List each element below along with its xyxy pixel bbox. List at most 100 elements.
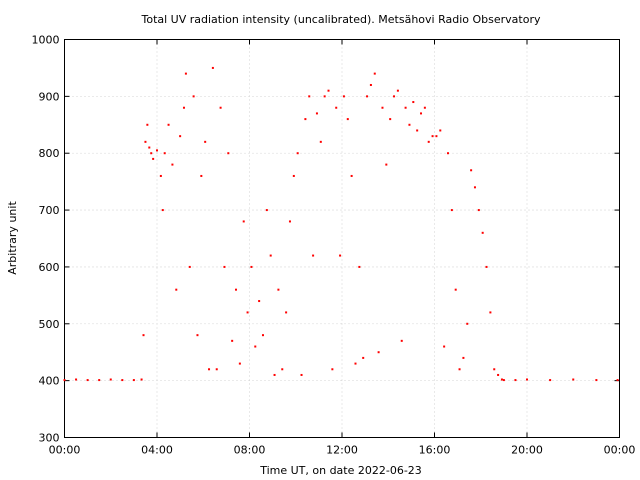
data-point — [227, 152, 230, 155]
data-point — [485, 265, 488, 268]
data-point — [595, 379, 598, 382]
y-axis-label: Arbitrary unit — [6, 201, 19, 275]
data-point — [616, 379, 619, 382]
data-point — [435, 135, 438, 138]
x-tick-labels: 00:00 04:00 08:00 12:00 16:00 20:00 00:00 — [49, 444, 636, 457]
data-point — [481, 231, 484, 234]
data-point — [400, 339, 403, 342]
data-point — [285, 311, 288, 314]
data-point — [315, 112, 318, 115]
x-tick-label: 16:00 — [419, 444, 451, 457]
grid-lines — [64, 39, 620, 438]
data-point — [408, 123, 411, 126]
y-tick-label: 1000 — [32, 34, 60, 47]
data-point — [572, 378, 575, 381]
data-point — [254, 345, 257, 348]
data-point — [423, 106, 426, 109]
data-point — [477, 209, 480, 212]
y-tick-labels: 300 400 500 600 700 800 900 1000 — [32, 34, 60, 445]
x-tick-label: 00:00 — [604, 444, 636, 457]
y-tick-label: 800 — [39, 147, 60, 160]
data-point — [146, 123, 149, 126]
data-point — [75, 378, 78, 381]
data-point — [450, 209, 453, 212]
data-point — [250, 265, 253, 268]
data-point — [182, 106, 185, 109]
data-point — [235, 288, 238, 291]
data-point — [188, 265, 191, 268]
data-point — [327, 89, 330, 92]
data-point — [171, 163, 174, 166]
data-point — [163, 152, 166, 155]
x-tick-label: 12:00 — [326, 444, 358, 457]
data-point — [246, 311, 249, 314]
data-point — [231, 339, 234, 342]
data-point — [335, 106, 338, 109]
data-point — [502, 379, 505, 382]
x-axis-label: Time UT, on date 2022-06-23 — [259, 464, 422, 477]
data-point — [281, 368, 284, 371]
data-point — [443, 345, 446, 348]
data-point — [323, 95, 326, 98]
data-point — [215, 368, 218, 371]
data-point — [454, 288, 457, 291]
data-point — [211, 66, 214, 69]
data-point — [140, 378, 143, 381]
plot-frame — [64, 39, 620, 438]
data-point — [161, 209, 164, 212]
y-tick-label: 400 — [39, 375, 60, 388]
data-point — [288, 220, 291, 223]
data-point — [373, 72, 376, 75]
chart-title: Total UV radiation intensity (uncalibrat… — [141, 13, 541, 26]
data-point — [304, 118, 307, 121]
data-point — [152, 157, 155, 160]
data-point — [342, 95, 345, 98]
data-point — [431, 135, 434, 138]
data-point — [412, 101, 415, 104]
axis-ticks — [64, 39, 620, 438]
data-point — [473, 186, 476, 189]
x-tick-label: 08:00 — [234, 444, 266, 457]
data-point — [175, 288, 178, 291]
y-tick-label: 600 — [39, 261, 60, 274]
y-tick-label: 700 — [39, 204, 60, 217]
data-point — [132, 379, 135, 382]
data-point — [420, 112, 423, 115]
data-point — [366, 95, 369, 98]
data-point — [396, 89, 399, 92]
data-point — [312, 254, 315, 257]
data-point — [427, 140, 430, 143]
data-point — [493, 368, 496, 371]
data-point — [204, 140, 207, 143]
y-tick-label: 900 — [39, 90, 60, 103]
data-point — [462, 356, 465, 359]
data-point — [86, 379, 89, 382]
data-point — [184, 72, 187, 75]
data-point — [200, 174, 203, 177]
data-point — [377, 351, 380, 354]
y-tick-label: 300 — [39, 432, 60, 445]
data-point — [192, 95, 195, 98]
data-point — [362, 356, 365, 359]
data-point — [358, 265, 361, 268]
data-point — [167, 123, 170, 126]
data-point — [393, 95, 396, 98]
data-point — [98, 379, 101, 382]
data-point — [500, 378, 503, 381]
data-point — [159, 174, 162, 177]
x-tick-label: 04:00 — [141, 444, 173, 457]
data-point — [144, 140, 147, 143]
x-tick-label: 20:00 — [511, 444, 543, 457]
data-point — [219, 106, 222, 109]
data-point — [296, 152, 299, 155]
data-point — [458, 368, 461, 371]
data-point — [156, 149, 158, 152]
data-point — [142, 334, 145, 337]
data-point — [273, 373, 276, 376]
data-point — [319, 140, 322, 143]
data-point — [389, 118, 392, 121]
data-point — [369, 83, 372, 86]
data-point — [489, 311, 492, 314]
data-point — [331, 368, 334, 371]
